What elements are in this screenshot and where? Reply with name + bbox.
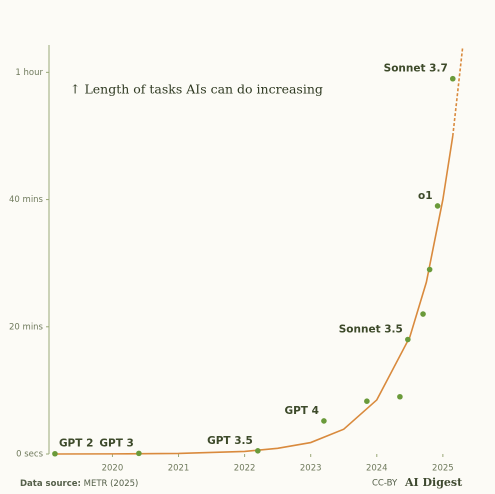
data-point [397, 393, 403, 400]
projection-line [451, 46, 464, 137]
y-tick-label: 1 hour [15, 68, 43, 78]
data-point [449, 75, 456, 82]
trend-line [52, 135, 454, 455]
point-label: GPT 4 [284, 405, 318, 417]
data-point [136, 450, 142, 457]
data-point [405, 336, 411, 343]
x-tick-label: 2025 [432, 464, 454, 474]
x-tick-label: 2022 [234, 464, 256, 474]
brand: AI Digest [404, 476, 463, 489]
x-tick-label: 2024 [366, 464, 388, 474]
x-tick-label: 2023 [300, 464, 322, 474]
source: Data source: METR (2025) [20, 479, 138, 489]
point-label: o1 [418, 190, 433, 202]
data-point [255, 448, 261, 454]
point-label: Sonnet 3.5 [339, 324, 403, 336]
data-point [426, 266, 433, 273]
y-tick-label: 40 mins [9, 195, 44, 205]
point-label: GPT 2 [59, 438, 93, 450]
data-point [420, 311, 426, 317]
point-label: GPT 3.5 [207, 435, 253, 447]
point-label: GPT 3 [99, 437, 133, 449]
data-point [434, 203, 441, 209]
data-point [52, 450, 58, 457]
y-tick-label: 0 secs [16, 450, 43, 460]
point-label: Sonnet 3.7 [384, 63, 448, 75]
y-tick-label: 20 mins [9, 322, 44, 332]
annotation: ↑ Length of tasks AIs can do increasing [70, 82, 323, 97]
source-text: METR (2025) [84, 479, 139, 489]
x-tick-label: 2021 [168, 464, 190, 474]
data-point [364, 398, 370, 405]
source-label: Data source: [20, 479, 81, 489]
data-point [321, 418, 327, 424]
x-tick-label: 2020 [102, 464, 124, 474]
license: CC-BY [372, 479, 398, 489]
